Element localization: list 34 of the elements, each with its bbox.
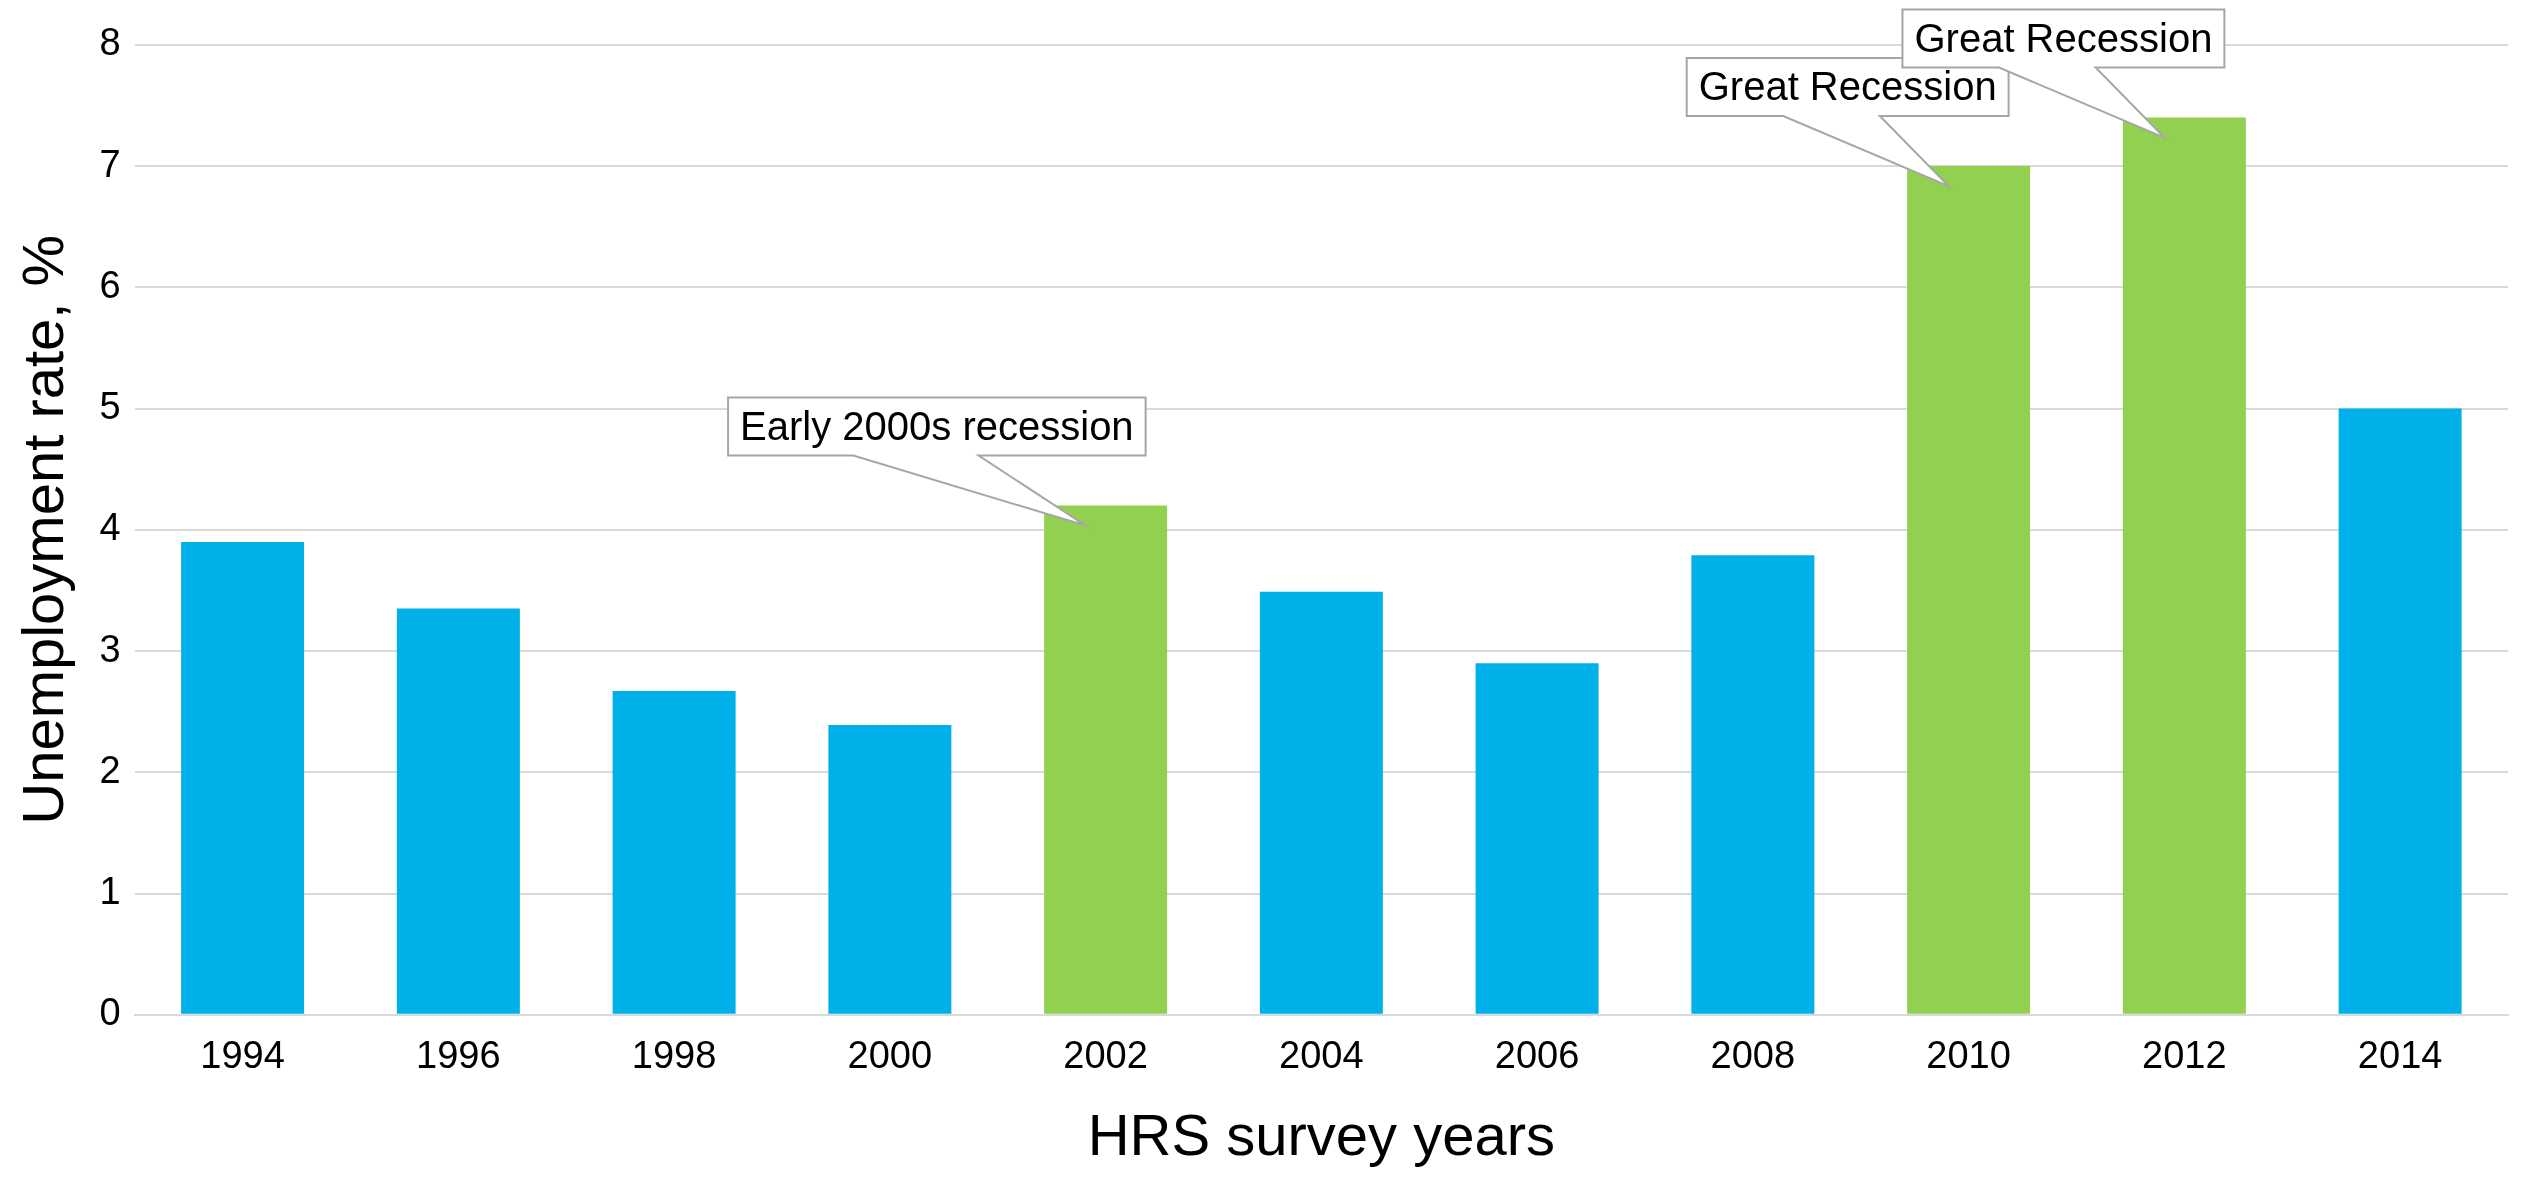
y-tick-label: 0 <box>99 991 121 1034</box>
y-tick-label: 3 <box>99 627 121 670</box>
y-tick-label: 5 <box>99 385 121 428</box>
y-tick-label: 1 <box>99 870 121 913</box>
bar <box>1044 505 1168 1014</box>
x-tick-label: 2010 <box>1926 1034 2011 1077</box>
bar <box>1475 663 1599 1014</box>
x-tick-label: 1996 <box>416 1034 501 1077</box>
bar <box>181 541 305 1014</box>
y-axis-title: Unemployment rate, % <box>9 234 75 825</box>
bar <box>828 725 952 1014</box>
y-tick-label: 4 <box>99 506 121 549</box>
bar <box>1259 591 1383 1014</box>
bar <box>396 608 520 1014</box>
x-tick-label: 2002 <box>1063 1034 1148 1077</box>
y-tick-label: 6 <box>99 263 121 306</box>
bar <box>612 691 736 1014</box>
annotation: Early 2000s recession <box>740 403 1134 448</box>
bar <box>2338 408 2462 1014</box>
annotation: Great Recession <box>1698 64 1997 109</box>
x-tick-label: 2004 <box>1279 1034 1364 1077</box>
y-tick-label: 7 <box>99 142 121 185</box>
x-axis-title: HRS survey years <box>1087 1102 1556 1168</box>
bar <box>1691 555 1815 1014</box>
x-tick-label: 1998 <box>631 1034 717 1077</box>
y-tick-label: 2 <box>99 748 121 791</box>
x-tick-label: 2006 <box>1494 1034 1580 1077</box>
x-tick-label: 1994 <box>200 1034 285 1077</box>
x-tick-label: 2000 <box>847 1034 933 1077</box>
x-tick-label: 2014 <box>2357 1034 2443 1077</box>
y-tick-label: 8 <box>99 21 121 64</box>
annotation: Great Recession <box>1914 15 2213 60</box>
x-tick-label: 2008 <box>1710 1034 1796 1077</box>
x-tick-label: 2012 <box>2142 1034 2227 1077</box>
